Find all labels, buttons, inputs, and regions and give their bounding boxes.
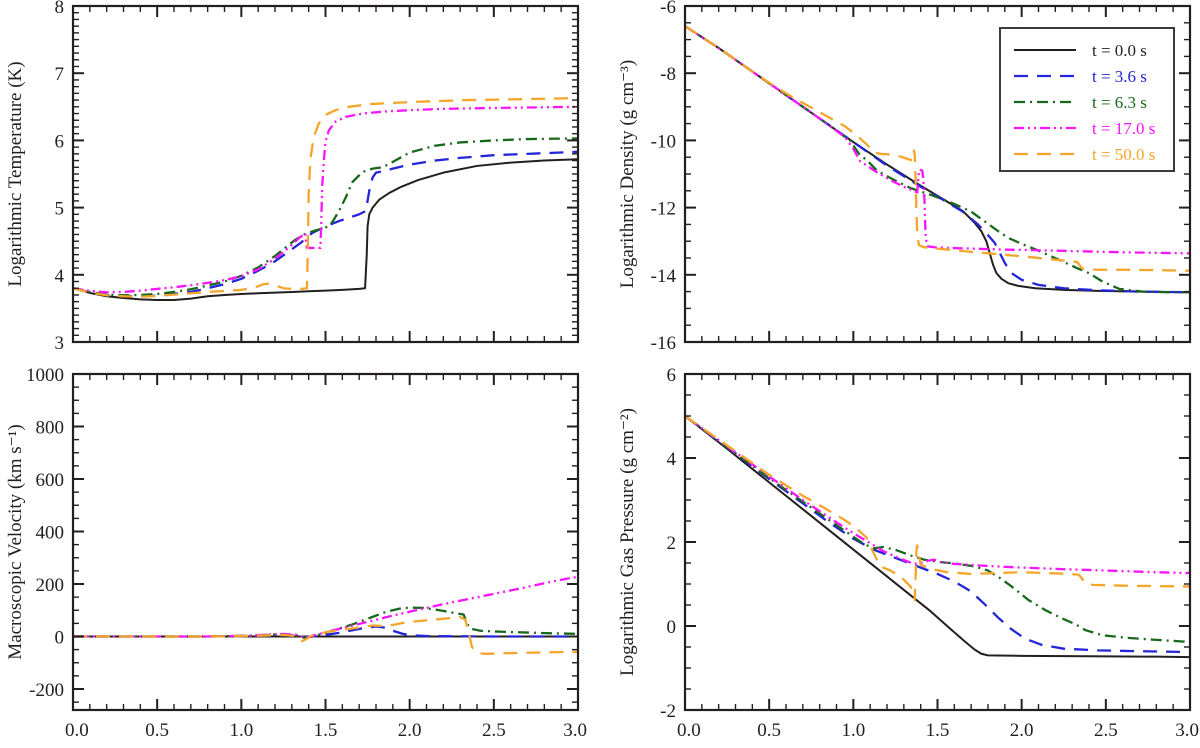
ytick-label-temperature-2: 5 <box>55 199 65 220</box>
panel-pressure: 0.0 0.5 1.0 1.5 2.0 2.5 3.0 -2 0 2 4 6 Logarithmic G… <box>617 365 1199 741</box>
panel-temperature: 3 4 5 6 7 8 Logarithmic Temperature (K) <box>5 0 580 354</box>
ytick-label-density-0: -16 <box>651 333 676 354</box>
series-line-temperature-2 <box>73 137 578 297</box>
xtick-label-pressure-6: 3.0 <box>1175 720 1199 741</box>
xtick-label-pressure-1: 0.5 <box>757 720 781 741</box>
series-line-pressure-0 <box>685 415 1190 659</box>
legend-label-t50: t = 50.0 s <box>1092 145 1155 164</box>
plot-area-velocity <box>73 575 578 655</box>
ytick-label-velocity-2: 200 <box>36 575 65 596</box>
legend-label-t0: t = 0.0 s <box>1092 41 1147 60</box>
legend-label-t3_6: t = 3.6 s <box>1092 67 1147 86</box>
legend: t = 0.0 s t = 3.6 s t = 6.3 s t = 17.0 s t =… <box>999 27 1175 172</box>
ytick-label-temperature-3: 6 <box>55 131 65 152</box>
series-line-velocity-2 <box>73 606 578 640</box>
legend-box <box>999 27 1175 172</box>
ylabel-density: Logarithmic Density (g cm⁻³) <box>617 60 638 288</box>
xtick-label-velocity-4: 2.0 <box>398 720 422 741</box>
plot-area-density <box>685 25 1190 294</box>
plot-area-pressure <box>685 415 1190 659</box>
series-line-temperature-0 <box>73 158 578 301</box>
ytick-label-temperature-0: 3 <box>55 333 65 354</box>
xtick-label-velocity-3: 1.5 <box>314 720 338 741</box>
xtick-label-pressure-4: 2.0 <box>1010 720 1034 741</box>
ytick-label-density-1: -14 <box>651 266 677 287</box>
series-line-velocity-4 <box>73 615 578 655</box>
ytick-label-temperature-1: 4 <box>55 266 65 287</box>
legend-label-t6_3: t = 6.3 s <box>1092 93 1147 112</box>
xtick-label-pressure-2: 1.0 <box>841 720 865 741</box>
xtick-label-pressure-3: 1.5 <box>926 720 950 741</box>
legend-label-t17: t = 17.0 s <box>1092 119 1155 138</box>
plot-area-temperature <box>73 96 578 301</box>
ytick-label-velocity-5: 800 <box>36 418 65 439</box>
ytick-label-temperature-5: 8 <box>55 0 65 18</box>
panel-density: -16 -14 -12 -10 -8 -6 Logarithmic Density (g c… <box>617 0 1192 354</box>
series-line-pressure-2 <box>685 415 1190 644</box>
xtick-label-velocity-0: 0.0 <box>65 720 89 741</box>
ytick-label-density-3: -10 <box>651 131 676 152</box>
ytick-label-temperature-4: 7 <box>55 64 65 85</box>
ytick-label-velocity-3: 400 <box>36 523 65 544</box>
ytick-label-velocity-6: 1000 <box>26 365 64 386</box>
ytick-label-velocity-0: -200 <box>29 680 64 701</box>
series-line-pressure-1 <box>685 415 1190 654</box>
series-line-velocity-3 <box>73 575 578 639</box>
ytick-label-density-5: -6 <box>660 0 676 18</box>
ytick-label-velocity-1: 0 <box>55 628 65 649</box>
xtick-label-velocity-1: 0.5 <box>145 720 169 741</box>
series-line-density-2 <box>685 25 1190 294</box>
ytick-label-pressure-3: 4 <box>667 449 677 470</box>
xtick-label-pressure-5: 2.5 <box>1094 720 1118 741</box>
xtick-label-velocity-5: 2.5 <box>482 720 506 741</box>
series-line-density-3 <box>685 25 1190 255</box>
series-line-density-4 <box>685 25 1190 272</box>
ytick-label-pressure-4: 6 <box>667 365 677 386</box>
ytick-label-density-2: -12 <box>651 199 676 220</box>
panel-velocity: 0.0 0.5 1.0 1.5 2.0 2.5 3.0 -200 0 200 400 600 800 10… <box>5 365 587 741</box>
ylabel-velocity: Macroscopic Velocity (km s⁻¹) <box>5 424 26 659</box>
xtick-label-velocity-2: 1.0 <box>229 720 253 741</box>
xtick-label-velocity-6: 3.0 <box>563 720 587 741</box>
ytick-label-density-4: -8 <box>660 64 676 85</box>
ylabel-temperature: Logarithmic Temperature (K) <box>5 61 26 286</box>
ytick-label-pressure-2: 2 <box>667 533 677 554</box>
ytick-label-velocity-4: 600 <box>36 470 65 491</box>
series-line-pressure-4 <box>685 415 1190 602</box>
ytick-label-pressure-1: 0 <box>667 617 677 638</box>
xtick-label-pressure-0: 0.0 <box>677 720 701 741</box>
ytick-label-pressure-0: -2 <box>660 701 676 722</box>
ylabel-pressure: Logarithmic Gas Pressure (g cm⁻²) <box>617 408 638 676</box>
